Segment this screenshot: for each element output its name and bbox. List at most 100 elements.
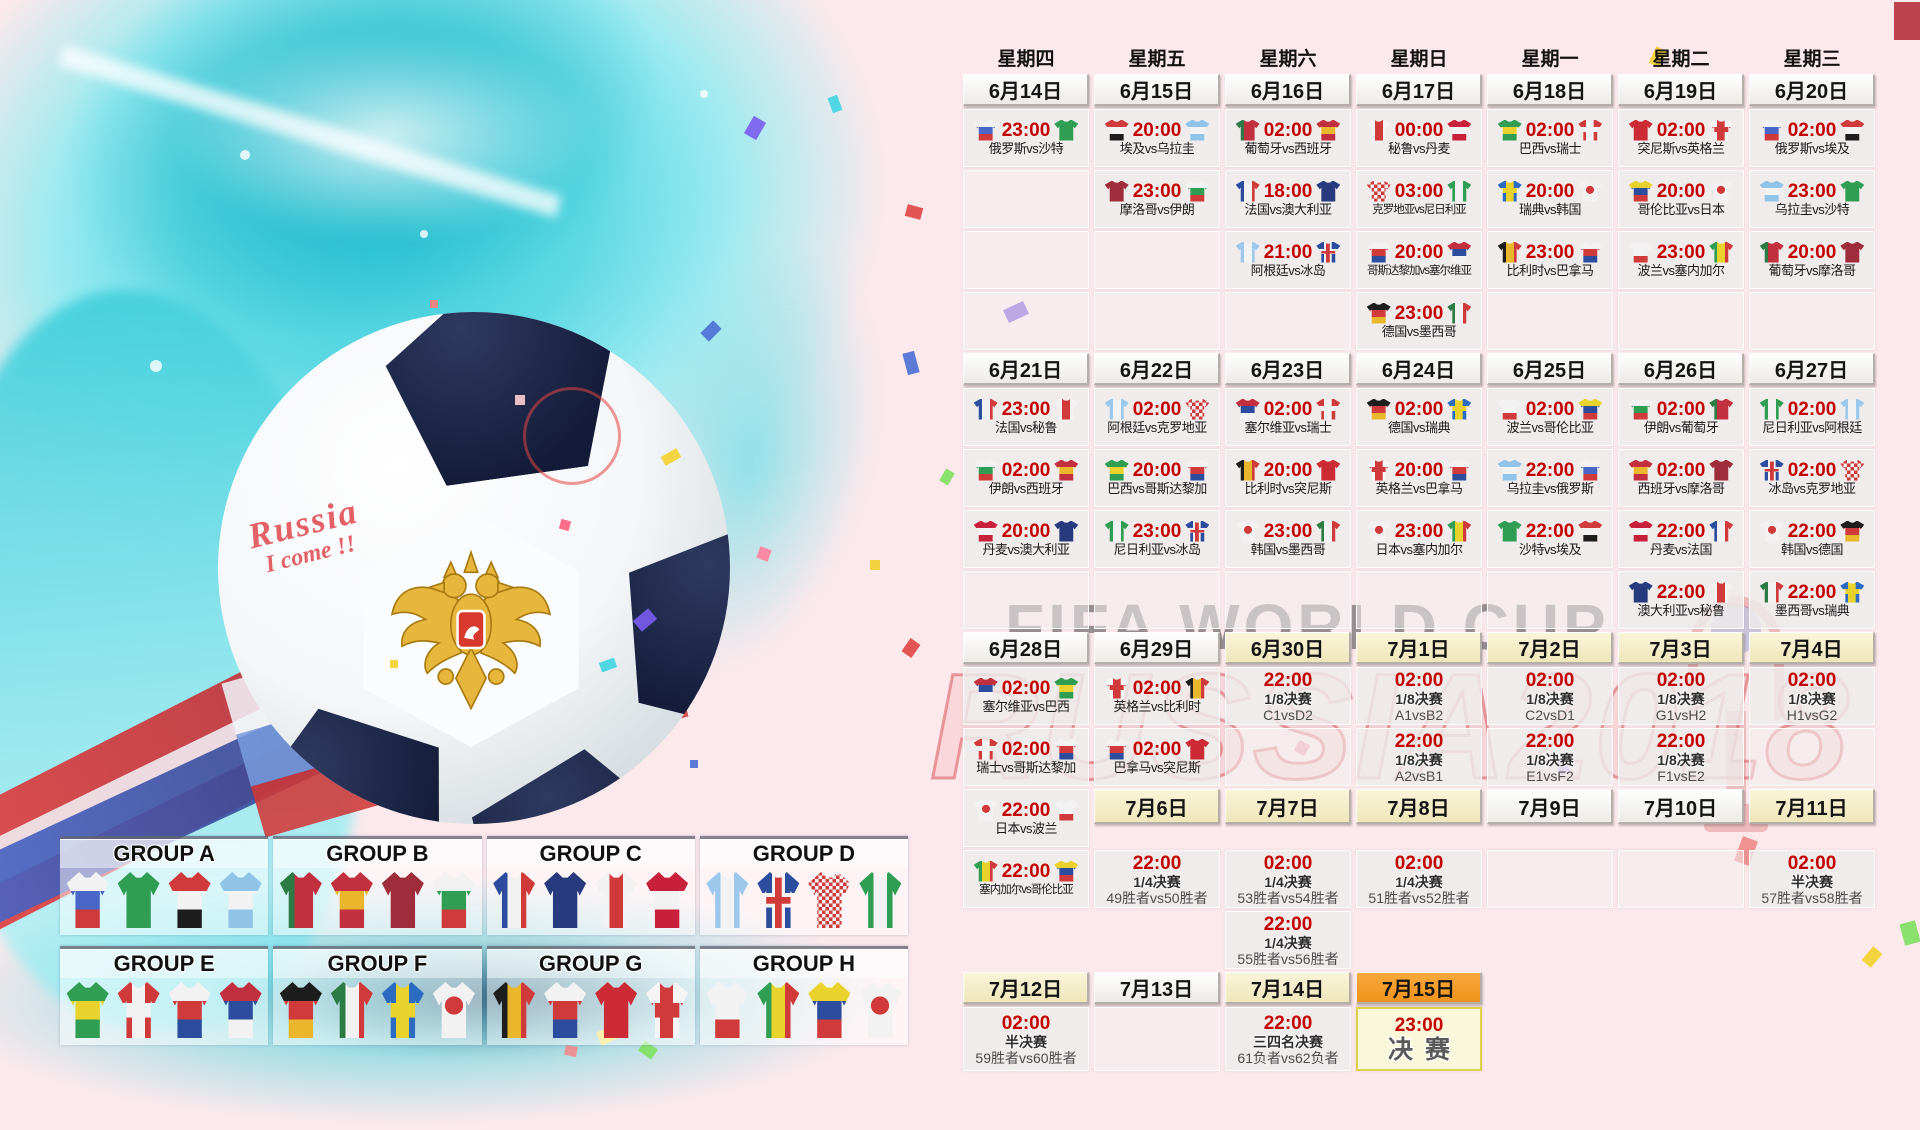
jersey-icon (330, 982, 373, 1038)
blank-cell (1487, 972, 1613, 1004)
match-teams: 瑞典vs韩国 (1518, 201, 1582, 217)
group-title: GROUP D (699, 839, 908, 868)
group-jerseys (273, 978, 481, 1038)
jersey-icon (646, 872, 689, 928)
weekday-label: 星期一 (1521, 49, 1579, 70)
group-title: GROUP G (486, 949, 695, 978)
match-time-row: 20:00 (1235, 459, 1341, 481)
match-teams: 尼日利亚vs冰岛 (1113, 541, 1201, 557)
date-cell: 7月4日 (1749, 632, 1875, 664)
blank-cell (1487, 911, 1613, 969)
confetti-piece (515, 395, 525, 405)
match-cell: 02:00 西班牙vs摩洛哥 (1618, 449, 1744, 507)
empty-cell (1225, 728, 1351, 786)
match-cell: 23:00 尼日利亚vs冰岛 (1094, 510, 1220, 568)
jersey-icon (1447, 520, 1472, 542)
match-time: 22:00 (1525, 459, 1575, 481)
match-teams: 巴西vs瑞士 (1518, 140, 1582, 156)
jersey-icon (1709, 520, 1734, 542)
match-cell: 20:00 葡萄牙vs摩洛哥 (1749, 231, 1875, 289)
jersey-icon (859, 872, 902, 928)
match-time: 20:00 (1263, 459, 1313, 481)
match-cell: 02:00 阿根廷vs克罗地亚 (1094, 388, 1220, 446)
match-time-row: 22:00 (1759, 581, 1865, 603)
jersey-icon (1104, 398, 1129, 420)
match-time-row: 02:00 (1104, 677, 1210, 699)
group-box: GROUP A (60, 836, 269, 935)
match-time: 22:00 (1656, 730, 1706, 752)
calendar-row: 21:00 阿根廷vs冰岛 20:00 哥斯达黎加vs塞尔维亚 23:00 比利时vs巴拿… (963, 231, 1875, 289)
jersey-icon (1578, 241, 1603, 263)
date-cell: 7月6日 (1094, 789, 1220, 824)
match-cell: 20:00 哥伦比亚vs日本 (1618, 170, 1744, 228)
match-time: 22:00 (1001, 799, 1051, 821)
jersey-icon (595, 872, 638, 928)
jersey-icon (1497, 459, 1522, 481)
match-time-row: 20:00 (1104, 459, 1210, 481)
match-teams: 英格兰vs比利时 (1113, 698, 1201, 714)
jersey-icon (973, 520, 998, 542)
empty-cell (1094, 292, 1220, 350)
date-cell: 7月14日 (1225, 972, 1351, 1004)
jersey-icon (1497, 180, 1522, 202)
knockout-cell: 02:00 1/8决赛 C2vsD1 (1487, 667, 1613, 725)
match-time-row: 02:00 (1235, 398, 1341, 420)
jersey-icon (973, 398, 998, 420)
match-time: 22:00 (1787, 520, 1837, 542)
jersey-icon (117, 872, 160, 928)
match-cell: 02:00 波兰vs哥伦比亚 (1487, 388, 1613, 446)
blank-cell (1749, 911, 1875, 969)
match-teams: 法国vs澳大利亚 (1244, 201, 1332, 217)
confetti-piece (1899, 920, 1920, 946)
jersey-icon (808, 982, 851, 1038)
group-jerseys (487, 978, 695, 1038)
jersey-icon (330, 872, 373, 928)
match-time-row: 02:00 (973, 459, 1079, 481)
match-time: 02:00 (1656, 459, 1706, 481)
confetti-piece (150, 360, 162, 372)
calendar-row: 02:00 伊朗vs西班牙 20:00 巴西vs哥斯达黎加 20:00 比利时vs突尼斯 2… (963, 449, 1875, 507)
jersey-icon (1840, 398, 1865, 420)
date-cell: 7月1日 (1356, 632, 1482, 664)
empty-cell (963, 292, 1089, 350)
knockout-cell: 02:00 1/8决赛 G1vsH2 (1618, 667, 1744, 725)
jersey-icon (1447, 398, 1472, 420)
match-teams: 波兰vs塞内加尔 (1637, 262, 1725, 278)
jersey-icon (1316, 398, 1341, 420)
jersey-icon (1497, 520, 1522, 542)
match-time-row: 22:00 (1497, 520, 1603, 542)
date-cell: 7月12日 (963, 972, 1089, 1004)
match-time-row: 21:00 (1235, 241, 1341, 263)
match-cell: 02:00 塞尔维亚vs瑞士 (1225, 388, 1351, 446)
date-cell: 7月3日 (1618, 632, 1744, 664)
match-time-row: 02:00 (1104, 398, 1210, 420)
match-teams: 沙特vs埃及 (1518, 541, 1582, 557)
jersey-icon (1447, 180, 1472, 202)
calendar-row: 22:00 澳大利亚vs秘鲁 22:00 墨西哥vs瑞典 (963, 571, 1875, 629)
jersey-icon (706, 982, 749, 1038)
jersey-icon (1366, 241, 1391, 263)
jersey-icon (1366, 119, 1391, 141)
match-time: 23:00 (1656, 241, 1706, 263)
jersey-icon (1104, 520, 1129, 542)
date-cell: 6月18日 (1487, 74, 1613, 106)
match-time-row: 23:00 (1759, 180, 1865, 202)
match-teams: 波兰vs哥伦比亚 (1506, 419, 1594, 435)
stage-label: 1/8决赛 (1395, 751, 1443, 768)
match-time: 20:00 (1132, 119, 1182, 141)
group-row: GROUP E GROUP F GROUP G GROUP H (60, 946, 908, 1045)
match-time-row: 22:00 (973, 799, 1079, 821)
match-time-row: 03:00 (1366, 180, 1472, 202)
match-time-row: 23:00 (1104, 180, 1210, 202)
match-time: 23:00 (1787, 180, 1837, 202)
jersey-icon (1235, 520, 1260, 542)
match-teams: 德国vs墨西哥 (1381, 323, 1457, 339)
final-label: 决赛 (1387, 1035, 1462, 1064)
calendar-row: 02:00 半决赛 59胜者vs60胜者 22:00 三四名决赛 61负者vs62负者 23… (963, 1007, 1875, 1071)
knockout-cell: 22:00 1/4决赛 55胜者vs56胜者 (1225, 911, 1351, 969)
match-time: 02:00 (1787, 398, 1837, 420)
match-time-row: 02:00 (1759, 119, 1865, 141)
match-teams: 韩国vs墨西哥 (1250, 541, 1326, 557)
match-time: 02:00 (1787, 459, 1837, 481)
match-time: 02:00 (1525, 119, 1575, 141)
